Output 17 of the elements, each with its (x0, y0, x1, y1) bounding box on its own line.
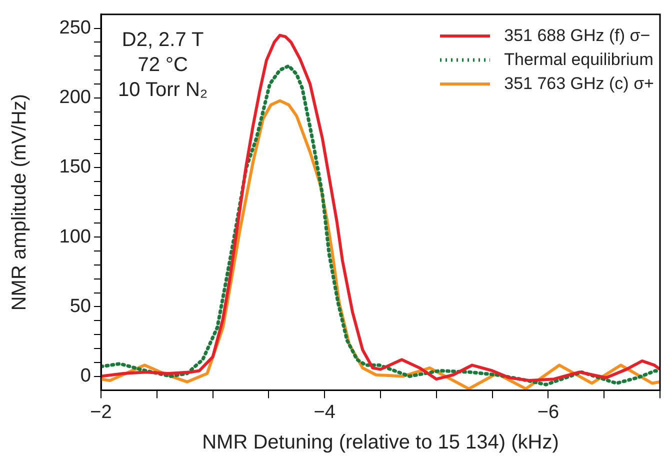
x-axis-title: NMR Detuning (relative to 15 134) (kHz) (202, 432, 559, 454)
annotation: 10 Torr N₂ (118, 78, 208, 103)
y-tick-label: 100 (59, 226, 91, 248)
y-tick-label: 200 (59, 87, 91, 108)
x-tick-label: −6 (537, 402, 560, 423)
x-tick-label: −2 (90, 402, 112, 423)
legend-label: Thermal equilibrium (504, 50, 654, 70)
annotation: 72 °C (136, 53, 189, 78)
y-tick-label: 0 (80, 366, 91, 387)
y-tick-label: 150 (59, 156, 91, 178)
y-axis-title: NMR amplitude (mV/Hz) (8, 94, 31, 311)
legend-label: 351 763 GHz (c) σ+ (504, 74, 654, 94)
y-tick-label: 50 (70, 296, 91, 317)
annotation: D2, 2.7 T (120, 28, 205, 53)
y-tick-label: 250 (59, 18, 91, 39)
legend-label: 351 688 GHz (f) σ− (504, 26, 650, 46)
x-tick-label: −4 (314, 402, 336, 423)
